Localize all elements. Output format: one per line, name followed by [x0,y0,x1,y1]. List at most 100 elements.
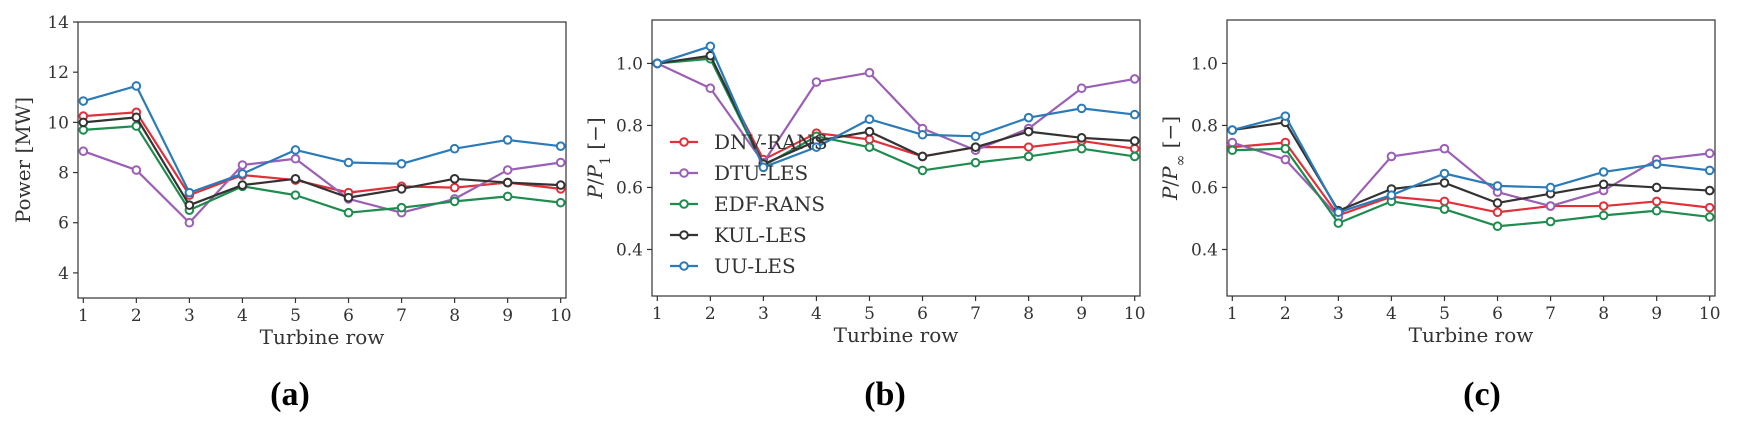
y-axis-label: Power [MW] [11,97,35,223]
panel-label: (b) [864,376,906,413]
x-tick-label: 10 [550,306,572,326]
data-point [502,177,513,188]
data-point [290,153,301,164]
y-tick-label: 12 [47,63,69,83]
data-point [1227,137,1238,148]
x-tick-label: 8 [449,306,460,326]
data-point [237,169,248,179]
series-uu-les [652,41,1140,173]
legend-marker [679,261,689,271]
data-point [1333,207,1344,218]
y-axis-label-part: P [1158,166,1182,181]
data-point [864,67,875,78]
x-tick-label: 3 [758,304,769,324]
y-tick-label: 0.8 [616,116,643,136]
y-axis-label-part: P [583,164,607,179]
data-point [1280,143,1291,154]
data-point [1076,133,1087,143]
x-tick-label: 3 [184,306,195,326]
data-point [290,190,301,200]
y-tick-label: 0.6 [616,178,643,198]
series-line [83,125,561,214]
data-point [705,41,716,52]
data-point [237,180,248,190]
y-tick-label: 10 [47,113,69,133]
data-point [1439,204,1450,214]
data-point [1439,143,1450,154]
data-point [811,77,822,87]
data-point [343,192,354,203]
series-line [657,54,1135,166]
data-point [1076,83,1087,94]
data-point [237,160,248,170]
legend-label: DNV-RANS [714,130,828,154]
data-point [1280,111,1291,121]
data-point [1023,142,1034,152]
data-point [970,142,981,152]
x-axis-label: Turbine row [834,323,959,347]
y-tick-label: 14 [47,13,69,33]
data-point [864,114,875,125]
series-line [656,45,1135,169]
data-point [1129,74,1140,84]
data-point [1386,190,1397,201]
data-point [396,202,407,213]
panel-label: (c) [1463,376,1501,413]
data-point [555,157,566,168]
data-point [1598,201,1609,211]
x-tick-label: 3 [1333,304,1344,324]
data-point [343,207,354,218]
x-tick-label: 8 [1598,304,1609,324]
data-point [1545,216,1556,227]
data-point [1651,205,1662,216]
y-tick-label: 1.0 [1191,54,1218,74]
x-tick-label: 8 [1023,304,1034,324]
data-point [1129,136,1140,146]
y-tick-label: 0.4 [616,240,643,260]
data-point [1076,143,1087,154]
data-point [1023,112,1034,123]
data-point [970,131,981,142]
data-point [343,157,354,168]
legend-marker [679,199,689,209]
x-axis-label: Turbine row [1409,323,1534,347]
data-point [864,134,875,145]
x-tick-label: 6 [917,304,928,324]
plot-frame [1226,19,1716,297]
data-point [1651,159,1662,170]
data-point [1704,165,1715,176]
data-point [1492,198,1503,208]
data-point [555,197,566,208]
legend-marker [679,230,689,240]
data-point [502,165,513,175]
data-point [652,58,663,69]
y-axis-label-part: 1 [598,156,614,165]
x-tick-label: 5 [290,306,301,326]
series-line [1232,115,1710,214]
data-point [396,158,407,169]
data-point [1651,182,1662,193]
y-axis-label: P/P1 [−] [583,117,614,199]
data-point [1492,181,1503,191]
data-point [1598,167,1609,177]
x-tick-label: 5 [1439,304,1450,324]
data-point [1704,212,1715,222]
data-point [1704,202,1715,213]
series-kul-les [78,112,566,210]
series-line [82,150,561,224]
data-point [1227,145,1238,156]
legend-label: UU-LES [714,254,796,278]
data-point [864,142,875,152]
data-point [1704,185,1715,196]
data-point [1598,210,1609,221]
x-tick-label: 1 [652,304,663,324]
series-line [1232,147,1710,228]
legend-label: EDF-RANS [714,192,825,216]
series-edf-rans [652,53,1140,176]
legend-label: DTU-LES [714,161,808,185]
data-point [449,196,460,207]
data-point [917,129,928,140]
